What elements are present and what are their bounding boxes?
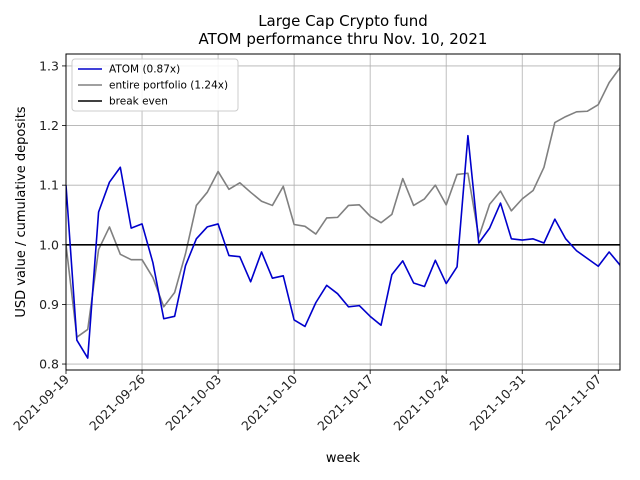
y-axis-ticks: 0.8 0.9 1.0 1.1 1.2 1.3: [39, 58, 66, 372]
x-tick-label: 2021-11-07: [542, 372, 604, 434]
legend-entry: ATOM (0.87x): [109, 64, 180, 76]
x-tick-label: 2021-10-17: [314, 372, 376, 434]
x-tick-label: 2021-10-31: [466, 372, 528, 434]
y-tick-label: 1.3: [39, 58, 59, 73]
legend-box: [71, 58, 239, 112]
y-tick-label: 1.2: [39, 118, 59, 133]
y-tick-label: 1.0: [39, 237, 59, 252]
y-tick-label: 1.1: [39, 178, 59, 193]
x-axis-ticks: 2021-09-19 2021-09-26 2021-10-03 2021-10-10…: [10, 370, 604, 433]
y-tick-label: 0.9: [39, 297, 59, 312]
y-tick-label: 0.8: [39, 357, 59, 372]
x-tick-label: 2021-09-26: [86, 371, 148, 433]
x-axis-label: week: [326, 451, 361, 466]
y-axis-label: USD value / cumulative deposits: [14, 106, 29, 317]
legend: ATOM (0.87x) entire portfolio (1.24x) brea…: [71, 58, 239, 112]
chart-title: Large Cap Crypto fund: [258, 12, 428, 30]
x-tick-label: 2021-10-24: [390, 371, 452, 433]
plot-area: [66, 66, 620, 359]
plot-frame: [65, 53, 621, 371]
x-tick-label: 2021-10-10: [238, 371, 300, 433]
chart-subtitle: ATOM performance thru Nov. 10, 2021: [199, 30, 488, 48]
x-tick-label: 2021-09-19: [10, 371, 72, 433]
atom-series-line: [66, 134, 620, 359]
legend-entry: entire portfolio (1.24x): [109, 80, 228, 92]
legend-entry: break even: [109, 96, 168, 108]
x-tick-label: 2021-10-03: [162, 372, 224, 434]
